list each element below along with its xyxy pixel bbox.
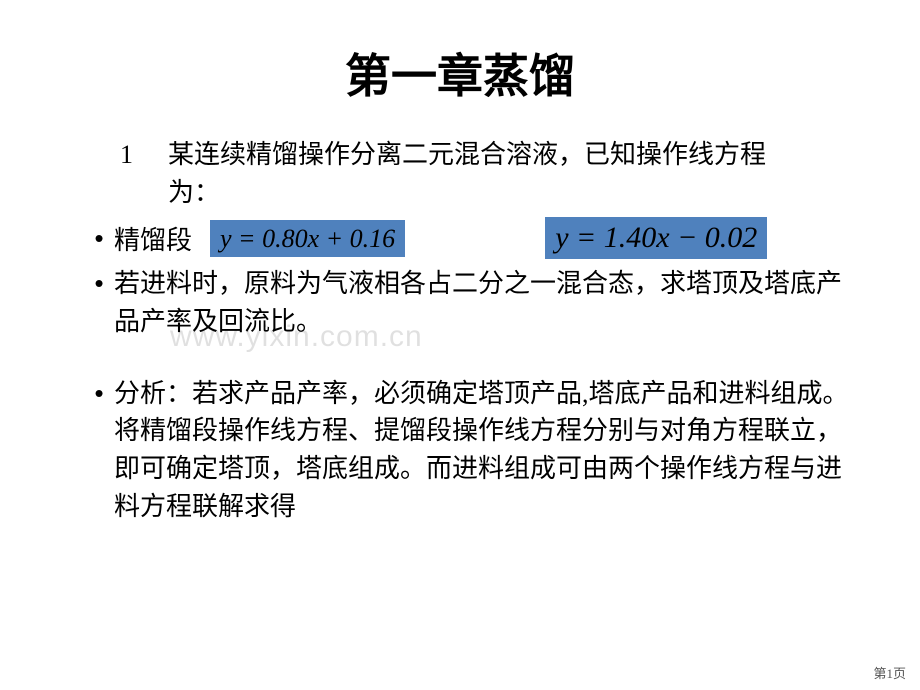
equation-1: y = 0.80x + 0.16 [210,220,405,257]
bullet-text: 分析：若求产品产率，必须确定塔顶产品,塔底产品和进料组成。将精馏段操作线方程、提… [114,375,860,526]
equation-row: • 精馏段 y = 0.80x + 0.16 y = 1.40x − 0.02 [84,217,860,259]
bullet-item-3: • 分析：若求产品产率，必须确定塔顶产品,塔底产品和进料组成。将精馏段操作线方程… [84,375,860,526]
item-line2: 为： [168,174,860,212]
slide: 第一章蒸馏 1某连续精馏操作分离二元混合溶液，已知操作线方程 为： • 精馏段 … [0,0,920,690]
chapter-title: 第一章蒸馏 [60,40,860,106]
bullet-icon: • [84,223,114,254]
bullet-icon: • [84,375,114,526]
item-number: 1 [120,136,168,174]
bullet-icon: • [84,265,114,340]
problem-statement: 1某连续精馏操作分离二元混合溶液，已知操作线方程 为： [120,136,860,211]
gap [60,347,860,375]
equation-label: 精馏段 [114,220,192,257]
page-number: 第1页 [873,663,906,682]
item-line1: 某连续精馏操作分离二元混合溶液，已知操作线方程 [168,140,766,169]
bullet-item-2: • 若进料时，原料为气液相各占二分之一混合态，求塔顶及塔底产品产率及回流比。 [84,265,860,340]
bullet-text: 若进料时，原料为气液相各占二分之一混合态，求塔顶及塔底产品产率及回流比。 [114,265,860,340]
equation-2: y = 1.40x − 0.02 [545,217,767,259]
